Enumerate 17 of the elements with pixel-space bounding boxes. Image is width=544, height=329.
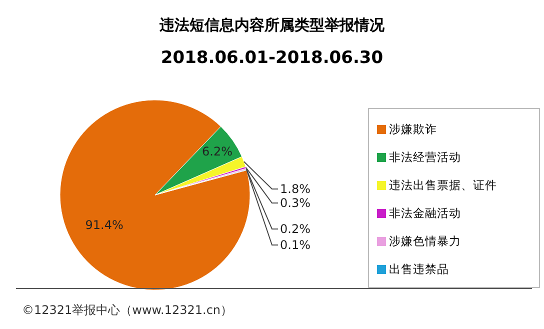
text: ©12321举报中心（www.12321.cn） <box>22 302 233 319</box>
chart-subtitle: 2018.06.01-2018.06.30 <box>160 48 384 68</box>
chart-title: 违法短信息内容所属类型举报情况 <box>158 16 386 35</box>
data-label: 0.2% <box>280 222 310 236</box>
data-label: 0.1% <box>280 238 310 252</box>
legend-label: 涉嫌色情暴力 <box>389 234 461 248</box>
legend-label: 出售违禁品 <box>389 262 449 276</box>
legend-label: 非法经营活动 <box>389 150 461 164</box>
pie-slice <box>154 126 242 196</box>
legend-label: 涉嫌欺诈 <box>389 122 437 136</box>
data-label: 1.8% <box>280 182 310 196</box>
data-label: 91.4% <box>85 218 124 232</box>
legend-label: 非法金融活动 <box>389 206 461 220</box>
legend-label: 违法出售票据、证件 <box>389 178 497 192</box>
pie-slice <box>60 100 250 290</box>
data-label: 6.2% <box>202 144 233 158</box>
data-label: 0.3% <box>280 196 310 210</box>
